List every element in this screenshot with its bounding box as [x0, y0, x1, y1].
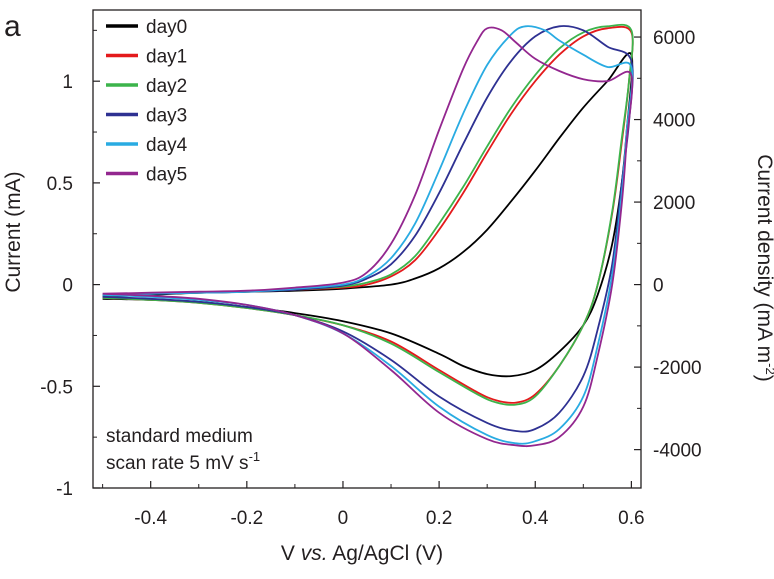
y-tick-label: 0.5	[47, 174, 73, 195]
y-axis-label: Current (mA)	[2, 171, 25, 292]
y-tick-label: 0	[62, 276, 73, 297]
x-axis: -0.4 -0.2 0 0.2 0.4 0.6	[102, 481, 645, 529]
y-axis-right: -4000 -2000 0 2000 4000 6000	[634, 28, 702, 462]
y2-axis-label: Current density (mA m-2)	[753, 154, 774, 381]
x-tick-label: -0.4	[134, 508, 167, 529]
annotation-scan-rate: scan rate 5 mV s-1	[106, 449, 260, 474]
series-line-day0	[102, 52, 634, 378]
plot-frame	[92, 9, 642, 489]
y2-tick-label: 2000	[653, 193, 695, 214]
y2-tick-label: 4000	[653, 111, 695, 132]
x-tick-label: 0.6	[618, 508, 644, 529]
legend-label-day1: day1	[146, 47, 187, 68]
x-tick-label: 0.2	[426, 508, 452, 529]
y2-tick-label: -4000	[653, 441, 702, 462]
annotation-medium: standard medium	[106, 426, 253, 447]
y-tick-label: 1	[62, 72, 73, 93]
y-tick-label: -0.5	[40, 377, 73, 398]
plot-border	[92, 9, 642, 489]
x-tick-label: 0	[338, 508, 349, 529]
legend-label-day0: day0	[146, 17, 187, 38]
series-line-day4	[102, 25, 634, 445]
y2-tick-label: 6000	[653, 28, 695, 49]
series-layer	[102, 23, 634, 448]
y2-tick-label: 0	[653, 276, 664, 297]
legend: day0 day1 day2 day3 day4 day5	[106, 17, 188, 186]
y-axis-left: -1 -0.5 0 0.5 1	[40, 29, 100, 500]
legend-label-day3: day3	[146, 106, 187, 127]
series-line-day5	[102, 26, 634, 448]
legend-label-day4: day4	[146, 135, 188, 156]
y2-tick-label: -2000	[653, 358, 702, 379]
legend-label-day2: day2	[146, 76, 187, 97]
x-tick-label: 0.4	[522, 508, 549, 529]
legend-label-day5: day5	[146, 165, 187, 186]
panel-label: a	[4, 10, 21, 43]
x-axis-label: V vs. Ag/AgCl (V)	[281, 542, 443, 565]
y-tick-label: -1	[56, 479, 73, 500]
series-line-day3	[102, 25, 634, 433]
x-tick-label: -0.2	[230, 508, 263, 529]
